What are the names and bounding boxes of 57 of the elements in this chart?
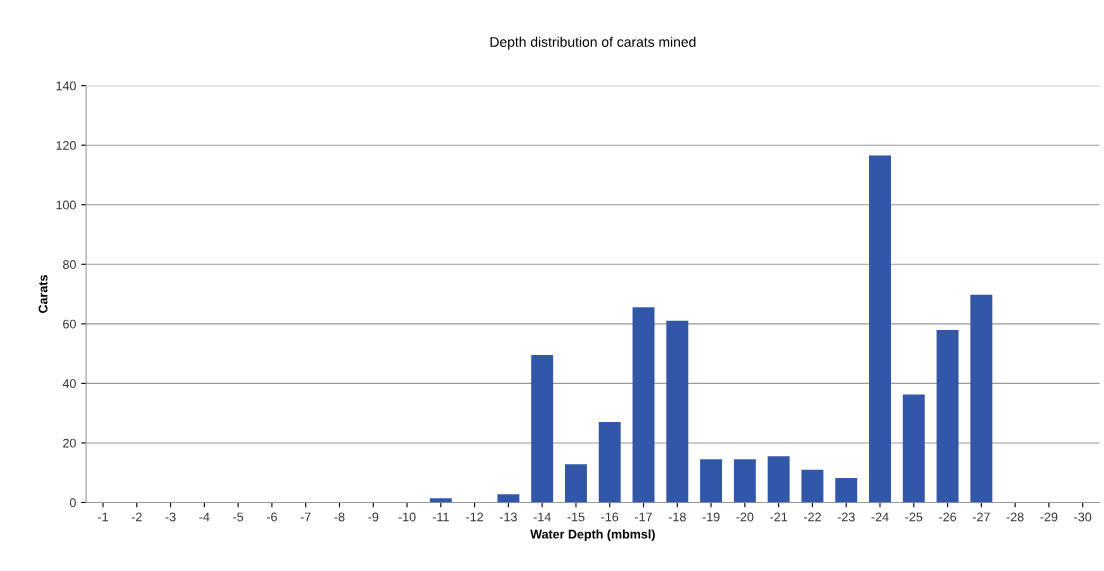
bar xyxy=(936,330,959,503)
x-tick-label: -7 xyxy=(300,512,311,522)
x-tick-label: -12 xyxy=(466,512,484,522)
bar xyxy=(564,464,587,503)
bar xyxy=(598,422,621,503)
x-tick-label: -18 xyxy=(668,512,686,522)
bar xyxy=(632,307,655,503)
x-tick-label: -9 xyxy=(368,512,379,522)
x-tick-label: -19 xyxy=(702,512,720,522)
x-tick-label: -4 xyxy=(199,512,210,522)
x-tick-label: -6 xyxy=(266,512,277,522)
bar xyxy=(429,498,452,503)
x-tick-label: -17 xyxy=(635,512,652,522)
x-tick-label: -24 xyxy=(871,512,889,522)
x-tick-label: -11 xyxy=(432,512,449,522)
x-tick-label: -10 xyxy=(398,512,416,522)
x-tick-label: -3 xyxy=(165,512,176,522)
y-tick-label: 0 xyxy=(69,498,76,508)
bar xyxy=(835,478,858,503)
x-tick-label: -29 xyxy=(1040,512,1058,522)
bar xyxy=(497,494,520,503)
x-tick-label: -28 xyxy=(1006,512,1024,522)
x-tick-label: -27 xyxy=(972,512,990,522)
bar xyxy=(869,155,891,503)
x-tick-label: -22 xyxy=(803,512,821,522)
x-tick-label: -16 xyxy=(601,512,619,522)
chart-title: Depth distribution of carats mined xyxy=(490,36,696,50)
y-tick-label: 80 xyxy=(63,260,76,269)
x-tick-label: -20 xyxy=(736,512,754,522)
x-tick-label: -26 xyxy=(939,512,957,522)
x-axis-title: Water Depth (mbmsl) xyxy=(530,529,655,542)
y-tick-label: 120 xyxy=(56,141,76,150)
bar xyxy=(767,456,790,503)
x-tick-label: -21 xyxy=(770,512,788,522)
bar xyxy=(733,459,756,503)
y-tick-label: 60 xyxy=(63,319,76,329)
y-axis-title: Carats xyxy=(38,275,48,314)
x-tick-label: -25 xyxy=(905,512,923,522)
x-tick-label: -14 xyxy=(533,512,551,522)
x-tick-label: -2 xyxy=(131,512,142,522)
x-tick-label: -8 xyxy=(334,512,345,522)
bar xyxy=(531,355,554,503)
y-tick-label: 140 xyxy=(56,81,76,91)
x-tick-label: -30 xyxy=(1074,512,1092,522)
x-tick-label: -13 xyxy=(499,512,517,522)
y-tick-label: 40 xyxy=(62,379,76,389)
y-tick-label: 100 xyxy=(56,200,76,210)
x-tick-label: -1 xyxy=(98,512,108,522)
x-tick-label: -15 xyxy=(567,512,585,522)
bar xyxy=(970,294,993,503)
bar xyxy=(700,459,723,503)
bar xyxy=(902,394,925,503)
bar xyxy=(666,320,689,503)
bar xyxy=(801,469,824,503)
x-tick-label: -5 xyxy=(233,512,244,522)
x-tick-label: -23 xyxy=(837,512,855,522)
y-tick-label: 20 xyxy=(63,438,76,448)
